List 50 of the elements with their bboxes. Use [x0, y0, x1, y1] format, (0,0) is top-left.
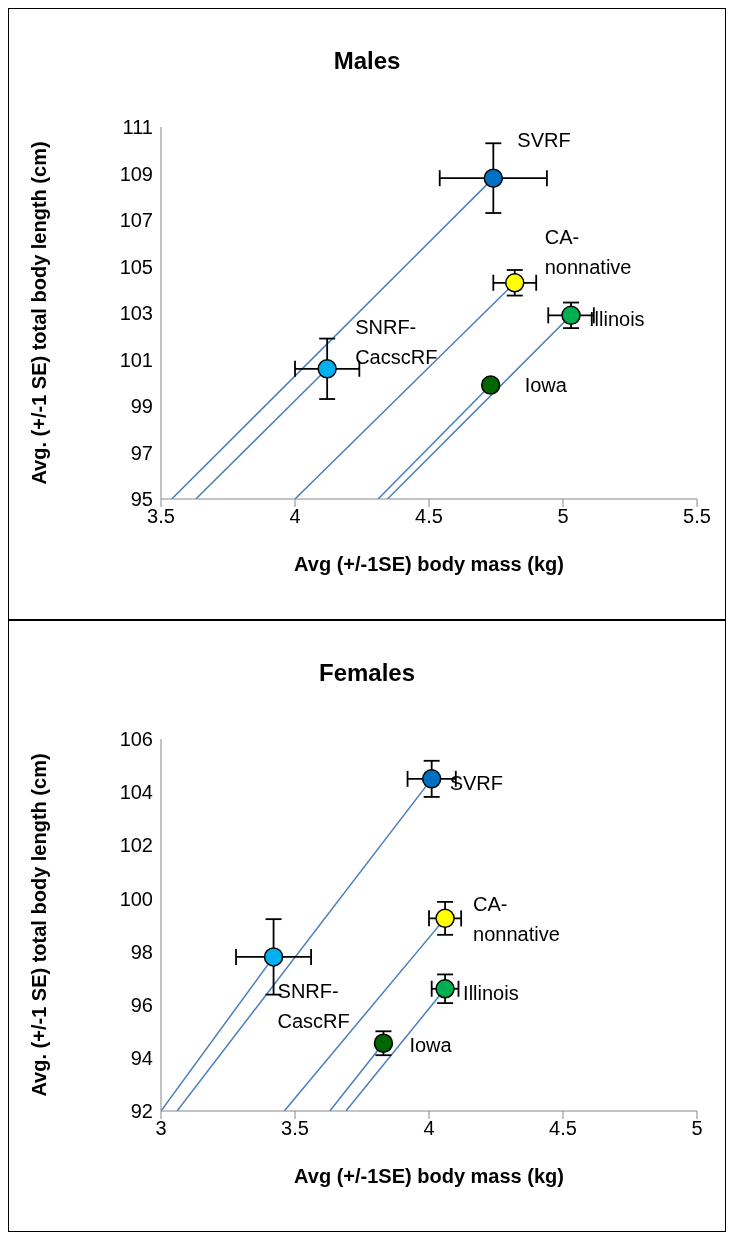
y-tick-label: 99: [130, 395, 153, 418]
point: [263, 947, 284, 967]
series-label: Illinois: [589, 308, 645, 331]
y-tick-label: 96: [130, 993, 153, 1016]
y-tick-label: 105: [119, 255, 153, 278]
point: [435, 908, 455, 929]
x-tick-label: 5: [691, 1117, 703, 1140]
x-tick-label: 3: [155, 1117, 167, 1140]
series-label: SVRF: [517, 129, 571, 152]
x-axis-title: Avg (+/-1SE) body mass (kg): [294, 553, 564, 575]
x-tick-label: 4: [289, 505, 301, 528]
x-tick-label: 3.5: [147, 505, 175, 528]
point: [505, 273, 525, 293]
series-label: Illinois: [463, 982, 519, 1005]
y-tick-label: 107: [119, 209, 153, 232]
x-tick-label: 5: [557, 505, 569, 528]
y-tick-label: 103: [119, 302, 153, 325]
x-tick-label: 5.5: [683, 505, 711, 528]
point: [317, 359, 337, 379]
x-tick-label: 3.5: [281, 1117, 309, 1140]
y-tick-label: 92: [130, 1100, 153, 1123]
y-tick-label: 101: [119, 348, 153, 371]
point: [483, 168, 504, 188]
x-tick-label: 4.5: [549, 1117, 577, 1140]
y-tick-label: 111: [122, 116, 153, 139]
y-tick-label: 109: [119, 162, 153, 185]
y-tick-label: 102: [119, 834, 153, 857]
x-tick-label: 4.5: [415, 505, 443, 528]
point: [421, 769, 442, 789]
y-tick-label: 106: [119, 728, 153, 751]
chart-title: Males: [332, 47, 402, 75]
series-label: Iowa: [409, 1034, 453, 1057]
series-label: Iowa: [524, 374, 568, 397]
y-axis-title: Avg. (+/-1 SE) total body length (cm): [28, 753, 51, 1097]
y-tick-label: 98: [130, 940, 153, 963]
y-axis-title: Avg. (+/-1 SE) total body length (cm): [28, 141, 51, 485]
point: [435, 979, 455, 999]
y-tick-label: 94: [130, 1046, 153, 1069]
point: [480, 375, 501, 395]
series-label: SNRF-CacscRF: [355, 316, 438, 369]
y-tick-label: 97: [130, 441, 153, 464]
series-label: CA-nonnative: [473, 893, 560, 946]
series-label: SVRF: [449, 772, 504, 795]
chart-title: Females: [317, 659, 417, 687]
series-label: CA-nonnative: [544, 226, 632, 279]
y-tick-label: 104: [119, 781, 153, 804]
x-axis-title: Avg (+/-1SE) body mass (kg): [294, 1165, 564, 1187]
y-tick-label: 100: [119, 887, 153, 910]
series-label: SNRF-CascRF: [277, 980, 350, 1033]
x-tick-label: 4: [423, 1117, 435, 1140]
